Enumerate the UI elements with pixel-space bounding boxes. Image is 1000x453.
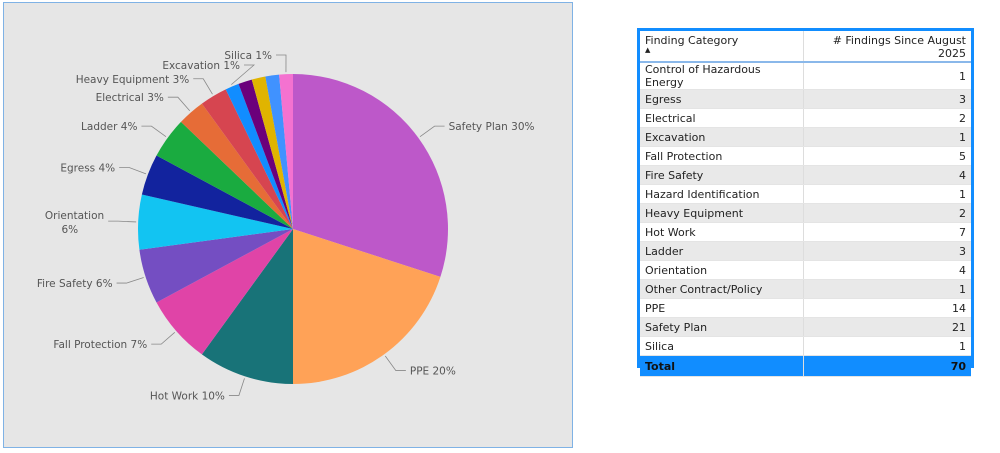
table-row[interactable]: Heavy Equipment 2 bbox=[640, 203, 971, 223]
count-cell: 14 bbox=[802, 298, 971, 318]
data-label: Heavy Equipment 3% bbox=[76, 74, 190, 86]
data-label: Hot Work 10% bbox=[150, 390, 225, 402]
count-cell: 2 bbox=[802, 203, 971, 223]
category-cell: Egress bbox=[640, 89, 804, 109]
total-label: Total bbox=[640, 355, 804, 377]
table-row[interactable]: Ladder 3 bbox=[640, 241, 971, 261]
data-label: Silica 1% bbox=[224, 50, 272, 62]
data-label: Electrical 3% bbox=[96, 92, 164, 104]
leader-line bbox=[231, 64, 256, 85]
pie-slice-orientation[interactable] bbox=[138, 194, 293, 250]
leader-line bbox=[384, 355, 406, 371]
pie-slice-ladder[interactable] bbox=[156, 121, 293, 229]
count-cell: 1 bbox=[802, 127, 971, 147]
category-cell: Fire Safety bbox=[640, 165, 804, 185]
data-label: Safety Plan 30% bbox=[449, 121, 535, 133]
count-cell: 1 bbox=[802, 336, 971, 356]
pie-slice-ppe[interactable] bbox=[293, 229, 441, 384]
pie-slice-excavation[interactable] bbox=[225, 83, 293, 229]
pie-slice-heavy-equipment[interactable] bbox=[201, 89, 293, 229]
findings-table-panel: Finding Category ▲ # Findings Since Augus… bbox=[637, 28, 974, 377]
table-row[interactable]: PPE 14 bbox=[640, 298, 971, 318]
table-row[interactable]: Egress 3 bbox=[640, 89, 971, 109]
leader-line bbox=[119, 167, 147, 175]
category-cell: Hot Work bbox=[640, 222, 804, 242]
category-cell: Fall Protection bbox=[640, 146, 804, 166]
category-cell: Orientation bbox=[640, 260, 804, 280]
count-cell: 21 bbox=[802, 317, 971, 337]
data-label: Excavation 1% bbox=[162, 60, 240, 72]
leader-line bbox=[141, 125, 167, 138]
table-row[interactable]: Hazard Identification 1 bbox=[640, 184, 971, 204]
table-row[interactable]: Orientation 4 bbox=[640, 260, 971, 280]
leader-line bbox=[276, 54, 287, 73]
leader-line bbox=[419, 125, 445, 138]
table-row[interactable]: Silica 1 bbox=[640, 336, 971, 356]
column-header-category[interactable]: Finding Category ▲ bbox=[640, 31, 804, 63]
count-cell: 5 bbox=[802, 146, 971, 166]
header-label: Finding Category bbox=[645, 34, 739, 47]
pie-slice-egress[interactable] bbox=[141, 155, 293, 229]
leader-line bbox=[151, 331, 176, 345]
pie-slice-fall-protection[interactable] bbox=[156, 229, 293, 355]
table-row[interactable]: Hot Work 7 bbox=[640, 222, 971, 242]
count-cell: 3 bbox=[802, 241, 971, 261]
table-row[interactable]: Electrical 2 bbox=[640, 108, 971, 128]
findings-table: Finding Category ▲ # Findings Since Augus… bbox=[640, 31, 971, 377]
total-row: Total 70 bbox=[640, 355, 971, 377]
leader-line bbox=[193, 78, 213, 95]
table-row[interactable]: Control of Hazardous Energy 1 bbox=[640, 62, 971, 90]
count-cell: 4 bbox=[802, 260, 971, 280]
data-label: Fall Protection 7% bbox=[53, 339, 147, 351]
total-value: 70 bbox=[802, 355, 971, 377]
pie-slice-silica[interactable] bbox=[279, 74, 293, 229]
category-cell: Safety Plan bbox=[640, 317, 804, 337]
table-row[interactable]: Fall Protection 5 bbox=[640, 146, 971, 166]
category-cell: Hazard Identification bbox=[640, 184, 804, 204]
category-cell: Excavation bbox=[640, 127, 804, 147]
count-cell: 1 bbox=[802, 62, 971, 90]
category-cell: Control of Hazardous Energy bbox=[640, 62, 804, 90]
table-row[interactable]: Other Contract/Policy 1 bbox=[640, 279, 971, 299]
data-label: Ladder 4% bbox=[81, 121, 137, 133]
pie-slice-other-contract-policy[interactable] bbox=[265, 74, 293, 229]
leader-line bbox=[116, 277, 144, 284]
column-header-findings[interactable]: # Findings Since August 2025 bbox=[802, 31, 971, 63]
leader-line bbox=[228, 378, 245, 396]
category-cell: Ladder bbox=[640, 241, 804, 261]
table-row[interactable]: Safety Plan 21 bbox=[640, 317, 971, 337]
leader-line bbox=[167, 96, 191, 112]
pie-slice-hazard-identification[interactable] bbox=[251, 76, 293, 230]
category-cell: Other Contract/Policy bbox=[640, 279, 804, 299]
data-label: Orientation 6% bbox=[45, 210, 104, 236]
count-cell: 7 bbox=[802, 222, 971, 242]
table-row[interactable]: Excavation 1 bbox=[640, 127, 971, 147]
table-row[interactable]: Fire Safety 4 bbox=[640, 165, 971, 185]
pie-slice-hot-work[interactable] bbox=[201, 229, 293, 384]
count-cell: 3 bbox=[802, 89, 971, 109]
count-cell: 4 bbox=[802, 165, 971, 185]
count-cell: 2 bbox=[802, 108, 971, 128]
data-label: Egress 4% bbox=[60, 163, 115, 175]
category-cell: Electrical bbox=[640, 108, 804, 128]
pie-chart: Safety Plan 30% PPE 20% Hot Work 10% Fall P… bbox=[37, 50, 535, 402]
count-cell: 1 bbox=[802, 184, 971, 204]
pie-slice-fire-safety[interactable] bbox=[139, 229, 293, 303]
category-cell: Heavy Equipment bbox=[640, 203, 804, 223]
pie-slice-control-of-hazardous-energy[interactable] bbox=[238, 79, 293, 229]
leader-line bbox=[108, 220, 137, 223]
data-label: PPE 20% bbox=[410, 366, 456, 378]
sort-ascending-icon[interactable]: ▲ bbox=[645, 46, 651, 54]
data-label: Fire Safety 6% bbox=[37, 278, 113, 290]
pie-slice-electrical[interactable] bbox=[180, 103, 293, 229]
category-cell: Silica bbox=[640, 336, 804, 356]
category-cell: PPE bbox=[640, 298, 804, 318]
count-cell: 1 bbox=[802, 279, 971, 299]
pie-chart-panel: Safety Plan 30% PPE 20% Hot Work 10% Fall P… bbox=[3, 2, 573, 448]
pie-slice-safety-plan[interactable] bbox=[293, 74, 448, 277]
